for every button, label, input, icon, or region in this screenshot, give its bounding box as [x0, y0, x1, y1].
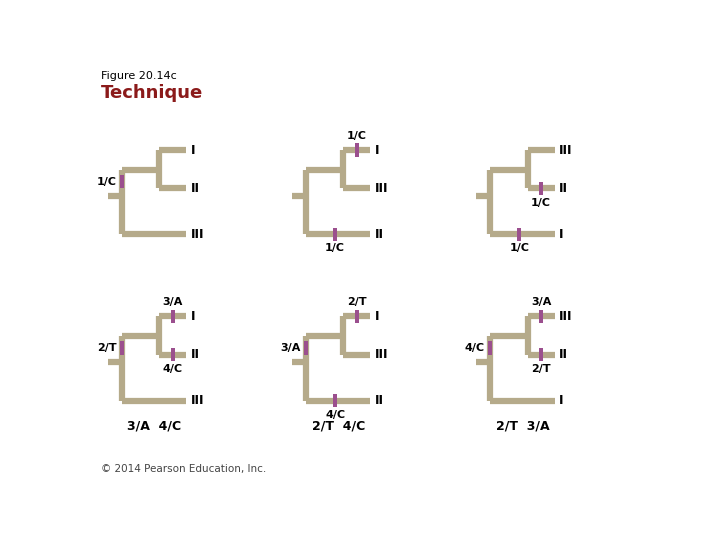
Bar — [355, 310, 359, 323]
Text: III: III — [191, 394, 204, 407]
Text: 3/A: 3/A — [280, 343, 301, 353]
Text: © 2014 Pearson Education, Inc.: © 2014 Pearson Education, Inc. — [101, 464, 266, 474]
Text: 2/T: 2/T — [347, 297, 366, 307]
Bar — [333, 394, 337, 407]
Bar — [304, 341, 308, 355]
Text: 2/T: 2/T — [97, 343, 117, 353]
Text: III: III — [375, 348, 388, 361]
Text: 4/C: 4/C — [465, 343, 485, 353]
Text: 2/T  4/C: 2/T 4/C — [312, 419, 365, 432]
Bar — [355, 144, 359, 157]
Bar — [539, 310, 543, 323]
Text: 4/C: 4/C — [163, 364, 183, 374]
Text: III: III — [559, 144, 572, 157]
Text: 2/T: 2/T — [531, 364, 551, 374]
Text: 1/C: 1/C — [325, 244, 345, 253]
Bar — [120, 175, 125, 188]
Text: II: II — [375, 394, 384, 407]
Bar — [171, 348, 175, 361]
Bar — [539, 182, 543, 195]
Text: II: II — [559, 182, 568, 195]
Bar — [333, 227, 337, 241]
Text: I: I — [559, 228, 564, 241]
Text: Technique: Technique — [101, 84, 204, 102]
Text: 4/C: 4/C — [325, 410, 345, 420]
Text: 1/C: 1/C — [509, 244, 529, 253]
Text: I: I — [375, 310, 379, 323]
Text: III: III — [375, 182, 388, 195]
Bar — [120, 341, 125, 355]
Bar — [171, 310, 175, 323]
Text: 1/C: 1/C — [347, 131, 367, 141]
Bar — [517, 227, 521, 241]
Text: I: I — [191, 144, 195, 157]
Text: I: I — [559, 394, 564, 407]
Bar — [539, 348, 543, 361]
Text: 3/A: 3/A — [163, 297, 183, 307]
Text: 1/C: 1/C — [96, 177, 117, 187]
Text: I: I — [375, 144, 379, 157]
Text: Figure 20.14c: Figure 20.14c — [101, 71, 177, 81]
Text: 3/A  4/C: 3/A 4/C — [127, 419, 181, 432]
Text: 2/T  3/A: 2/T 3/A — [495, 419, 549, 432]
Text: II: II — [375, 228, 384, 241]
Text: 3/A: 3/A — [531, 297, 552, 307]
Text: III: III — [191, 228, 204, 241]
Text: II: II — [191, 348, 199, 361]
Bar — [488, 341, 492, 355]
Text: 1/C: 1/C — [531, 198, 551, 207]
Text: I: I — [191, 310, 195, 323]
Text: II: II — [559, 348, 568, 361]
Text: III: III — [559, 310, 572, 323]
Text: II: II — [191, 182, 199, 195]
